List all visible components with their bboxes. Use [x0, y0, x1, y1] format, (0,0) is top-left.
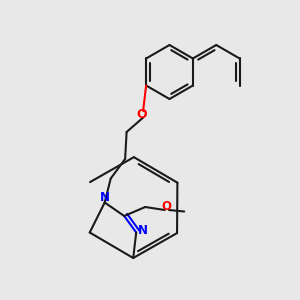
Text: O: O: [136, 108, 147, 121]
Text: N: N: [138, 224, 148, 238]
Text: O: O: [161, 200, 171, 214]
Text: N: N: [100, 190, 110, 204]
